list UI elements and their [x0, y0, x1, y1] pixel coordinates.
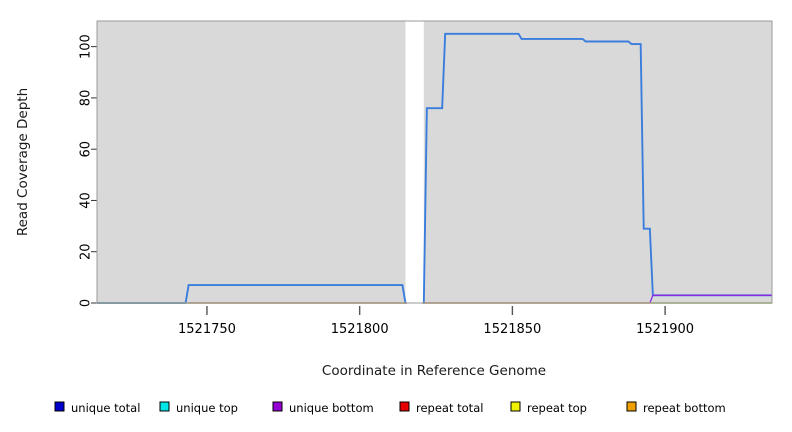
y-tick-label: 80	[79, 90, 94, 107]
legend-label-repeat-top: repeat top	[527, 401, 587, 415]
x-tick-label: 1521750	[178, 322, 236, 337]
gap-overlay-rect	[406, 22, 423, 306]
legend-swatch-repeat-top	[510, 401, 521, 412]
legend-label-unique-top: unique top	[176, 401, 238, 415]
data-series-group	[96, 20, 773, 306]
y-axis-title: Read Coverage Depth	[15, 88, 31, 236]
legend-swatch-repeat-total	[399, 401, 410, 412]
chart-legend: unique total unique top unique bottom repea…	[54, 401, 726, 415]
x-tick-label: 1521900	[636, 322, 694, 337]
y-tick-label: 20	[79, 243, 94, 260]
legend-label-repeat-total: repeat total	[416, 401, 483, 415]
series-line-unique-total	[97, 32, 772, 304]
legend-swatch-unique-total	[54, 401, 65, 412]
y-tick-label: 0	[79, 299, 94, 307]
panel-border	[96, 20, 773, 304]
legend-swatch-repeat-bottom	[626, 401, 637, 412]
x-tick-label: 1521800	[331, 322, 389, 337]
legend-label-repeat-bottom: repeat bottom	[643, 401, 726, 415]
y-tick-label: 40	[79, 192, 94, 209]
x-axis: 1521750 1521800 1521850 1521900	[178, 306, 694, 337]
legend-swatch-unique-top	[159, 401, 170, 412]
legend-label-unique-bottom: unique bottom	[289, 401, 374, 415]
legend-label-unique-total: unique total	[71, 401, 140, 415]
legend-swatch-unique-bottom	[272, 401, 283, 412]
y-tick-label: 60	[79, 141, 94, 158]
y-axis: 0 20 40 60 80 100	[79, 34, 98, 307]
plot-panel-background	[96, 20, 773, 304]
y-tick-label: 100	[79, 34, 94, 59]
x-tick-label: 1521850	[483, 322, 541, 337]
x-axis-title: Coordinate in Reference Genome	[322, 363, 546, 379]
